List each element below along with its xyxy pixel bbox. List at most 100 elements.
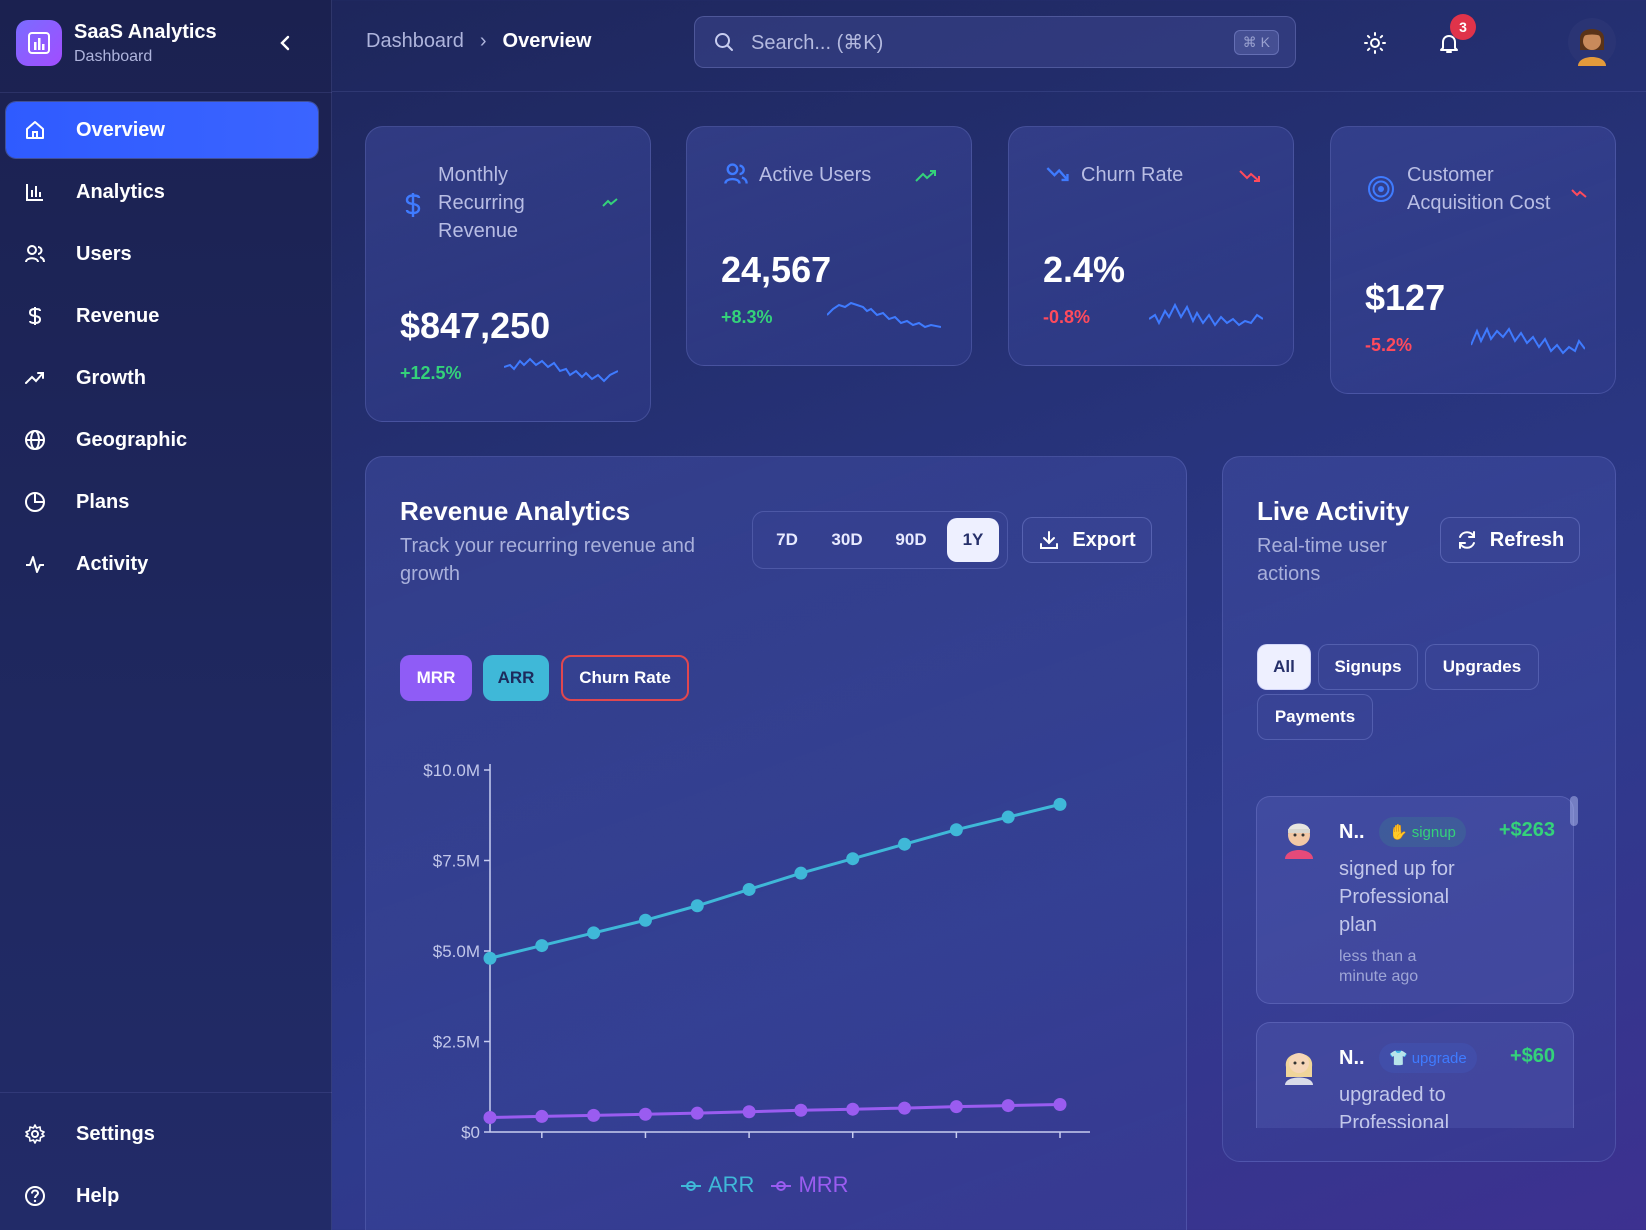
filter-signups[interactable]: Signups [1318,644,1418,690]
data-point-arr [898,837,912,851]
trend-down-icon [1239,169,1261,188]
collapse-sidebar-button[interactable] [272,30,298,56]
sidebar-item-label: Growth [76,366,146,389]
trend-up-icon [915,169,937,188]
sidebar-item-growth[interactable]: Growth [6,350,318,406]
sparkline [1149,302,1263,327]
divider [0,1092,332,1093]
export-button[interactable]: Export [1022,517,1152,563]
panel-subtitle: Track your recurring revenue and growth [400,535,695,585]
series-churn-toggle[interactable]: Churn Rate [561,655,689,701]
range-90d-button[interactable]: 90D [895,530,927,549]
kpi-header: Monthly Recurring Revenue [402,161,588,245]
search-placeholder: Search... (⌘K) [751,31,884,54]
panel-title: Live Activity [1257,496,1410,526]
sidebar-item-plans[interactable]: Plans [6,474,318,530]
range-30d-button[interactable]: 30D [831,530,863,549]
user-avatar[interactable] [1568,18,1616,66]
range-7d-button[interactable]: 7D [776,530,798,549]
data-point-mrr [898,1101,912,1115]
search-input[interactable]: Search... (⌘K) ⌘ K [694,16,1296,68]
data-point-arr [794,866,808,880]
sidebar-item-analytics[interactable]: Analytics [6,164,318,220]
notifications-button[interactable]: 3 [1432,14,1476,60]
trend-up-icon [602,195,618,213]
users-icon [22,241,48,267]
event-tag-signup: ✋ signup [1379,817,1466,847]
activity-feed: N.. ✋ signup +$263 signed up for Professi… [1256,796,1576,1128]
sidebar-item-label: Analytics [76,180,165,203]
series-mrr-toggle[interactable]: MRR [400,655,472,701]
filter-payments[interactable]: Payments [1257,694,1373,740]
event-description: upgraded to Professional [1339,1084,1450,1128]
wave-icon: ✋ [1389,824,1408,841]
revenue-line-chart: $0 $2.5M $5.0M $7.5M $10.0M Oct 2024 Dec 2024 F… [423,761,1096,1150]
sidebar-item-help[interactable]: Help [6,1168,318,1224]
user-name: N.. [1339,821,1365,843]
data-point-mrr [690,1106,704,1120]
theme-toggle-button[interactable] [1358,26,1392,60]
filter-upgrades[interactable]: Upgrades [1425,644,1539,690]
activity-item[interactable]: N.. ✋ signup +$263 signed up for Professi… [1256,796,1574,1004]
data-point-mrr [846,1102,860,1116]
legend-mrr-marker [770,1172,792,1198]
target-icon [1367,175,1395,208]
sidebar-item-settings[interactable]: Settings [6,1106,318,1162]
feed-scrollbar[interactable] [1570,796,1578,826]
kpi-card-mrr[interactable]: Monthly Recurring Revenue $847,250 +12.5… [365,126,651,422]
series-line-arr [489,802,1061,960]
export-label: Export [1072,528,1136,551]
event-amount: +$60 [1509,1045,1555,1067]
data-point-arr [535,939,549,953]
refresh-button[interactable]: Refresh [1440,517,1580,563]
globe-icon [22,427,48,453]
y-tick-label: $7.5M [433,852,480,871]
kpi-card-active-users[interactable]: Active Users 24,567 +8.3% [686,126,972,366]
kpi-header: Customer Acquisition Cost [1367,161,1577,217]
breadcrumb-dashboard[interactable]: Dashboard [366,30,464,52]
dollar-icon [22,303,48,329]
kpi-value: $847,250 [400,305,551,346]
filter-all[interactable]: All [1257,644,1311,690]
data-point-arr [1053,797,1067,811]
refresh-icon [1458,531,1475,549]
sidebar-item-overview[interactable]: Overview [6,102,318,158]
sidebar-item-label: Activity [76,552,149,575]
series-arr-toggle[interactable]: ARR [483,655,549,701]
data-point-arr [690,899,704,913]
sidebar-item-activity[interactable]: Activity [6,536,318,592]
panel-title: Revenue Analytics [400,496,631,526]
sidebar-item-users[interactable]: Users [6,226,318,282]
legend-arr-marker [680,1172,702,1198]
data-point-mrr [1001,1099,1015,1113]
legend-arr[interactable]: ARR [708,1172,755,1197]
activity-icon [22,551,48,577]
live-activity-panel [1222,456,1616,1162]
dollar-icon [402,191,424,224]
kpi-card-cac[interactable]: Customer Acquisition Cost $127 -5.2% [1330,126,1616,394]
kpi-header: Churn Rate [1045,161,1183,192]
trending-up-icon [22,365,48,391]
activity-item[interactable]: N.. 👕 upgrade +$60 upgraded to Profession… [1256,1022,1574,1128]
data-point-arr [846,852,860,866]
data-point-mrr [638,1107,652,1121]
kpi-card-churn-rate[interactable]: Churn Rate 2.4% -0.8% [1008,126,1294,366]
brand[interactable]: SaaS Analytics Dashboard [16,20,217,66]
gear-icon [22,1121,48,1147]
range-1y-button[interactable]: 1Y [947,518,999,562]
refresh-label: Refresh [1489,528,1565,551]
sidebar-item-label: Plans [76,490,130,513]
divider [0,92,332,93]
data-point-mrr [1053,1097,1067,1111]
sidebar-item-geographic[interactable]: Geographic [6,412,318,468]
event-description: signed up for Professional plan [1339,858,1455,936]
sidebar-item-label: Geographic [76,428,188,451]
notification-count-badge: 3 [1450,14,1476,40]
event-tag-upgrade: 👕 upgrade [1379,1043,1477,1073]
sidebar-item-label: Revenue [76,304,160,327]
sidebar-item-revenue[interactable]: Revenue [6,288,318,344]
revenue-analytics-panel [365,456,1187,1230]
brand-title: SaaS Analytics [74,20,217,43]
kpi-value: 24,567 [721,249,832,290]
legend-mrr[interactable]: MRR [798,1172,849,1197]
